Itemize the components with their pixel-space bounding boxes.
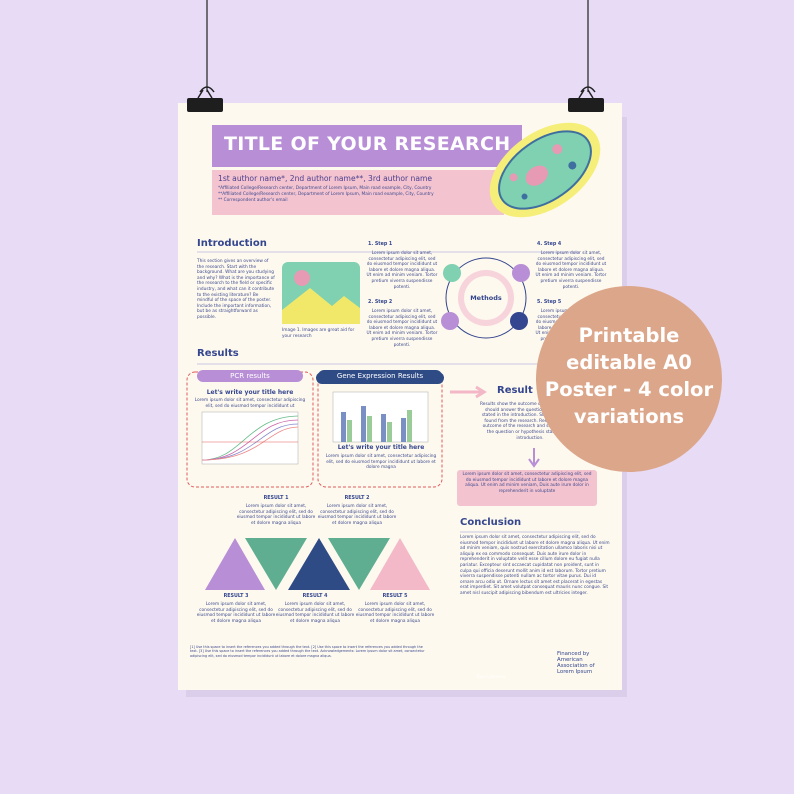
result-item-label: RESULT 3: [223, 594, 249, 599]
financed-by: Financed by American Association of Lore…: [557, 651, 595, 675]
step-text: Lorem ipsum dolor sit amet, consectetur …: [366, 251, 438, 290]
gene-frame: [317, 371, 443, 488]
triangle: [205, 538, 265, 590]
gene-pill: Gene Expression Results: [318, 370, 442, 382]
promo-badge: [536, 286, 722, 472]
section-heading: Introduction: [197, 238, 267, 249]
promo-text: Printable editable A0 Poster - 4 color v…: [536, 322, 722, 430]
poster-graphics: [187, 86, 604, 365]
affiliation: *Affiliated College/Research center, Dep…: [218, 186, 432, 191]
section-heading: Results: [197, 348, 239, 359]
step-label: 5. Step 5: [537, 300, 562, 305]
result-item-text: Lorem ipsum dolor sit amet, consectetur …: [317, 504, 397, 526]
result-text: Results show the outcome of the research…: [480, 402, 580, 441]
section-heading: Conclusion: [460, 517, 522, 528]
promo-line: variations: [573, 405, 685, 428]
triangle: [245, 538, 307, 590]
promo-line: Printable: [578, 324, 680, 347]
step-text: Lorem ipsum dolor sit amet, consectetur …: [366, 309, 438, 348]
intro-text: This section gives an overview of the re…: [197, 259, 275, 320]
binder-clip: [568, 86, 604, 112]
cell-illustration: [489, 122, 601, 218]
conclusion-text: Lorem ipsum dolor sit amet, consectetur …: [460, 535, 610, 596]
result-heading: Result: [497, 385, 533, 396]
pcr-plot: [201, 411, 299, 465]
triangle: [370, 538, 430, 590]
promo-line: Poster - 4 color: [544, 378, 714, 401]
image-caption: Image 1. Images are great aid for your r…: [282, 328, 355, 339]
triangle: [328, 538, 390, 590]
result-item-label: RESULT 5: [382, 594, 408, 599]
step-label: 1. Step 1: [368, 242, 393, 247]
result-item-text: Lorem ipsum dolor sit amet, consectetur …: [275, 602, 355, 624]
results-graphics: [186, 371, 597, 590]
poster-title: TITLE OF YOUR RESEARCH: [224, 133, 511, 155]
methods-label: Methods: [470, 294, 502, 302]
result-box: [457, 470, 597, 506]
pcr-text: Lorem ipsum dolor sit amet, consectetur …: [194, 398, 306, 409]
step-text: Lorem ipsum dolor sit amet, consectetur …: [535, 251, 607, 290]
title-banner: [212, 125, 522, 167]
arrow: [450, 385, 487, 399]
company-name: Your Company: [476, 674, 506, 679]
image-placeholder: [282, 262, 360, 324]
promo-line: editable A0: [566, 351, 692, 374]
arrow: [528, 448, 540, 468]
author-band: [212, 170, 504, 215]
result-item-text: Lorem ipsum dolor sit amet, consectetur …: [196, 602, 276, 624]
references: [1] Use this space to insert the referen…: [190, 645, 425, 658]
gene-subtitle: Let's write your title here: [337, 444, 425, 451]
result-item-label: RESULT 2: [344, 496, 370, 501]
binder-clip: [187, 86, 223, 112]
gene-text: Lorem ipsum dolor sit amet, consectetur …: [325, 454, 437, 471]
affiliation: **Affiliated College/Research center, De…: [218, 192, 434, 197]
triangle: [288, 538, 350, 590]
result-item-label: RESULT 4: [302, 594, 328, 599]
pcr-subtitle: Let's write your title here: [206, 389, 294, 396]
pcr-pill: PCR results: [197, 370, 303, 382]
result-item-label: RESULT 1: [263, 496, 289, 501]
step-label: 4. Step 4: [537, 242, 562, 247]
gene-plot: [332, 391, 429, 443]
methods-diagram: [441, 257, 530, 339]
step-label: 2. Step 2: [368, 300, 393, 305]
result-item-text: Lorem ipsum dolor sit amet, consectetur …: [355, 602, 435, 624]
result-item-text: Lorem ipsum dolor sit amet, consectetur …: [236, 504, 316, 526]
authors: 1st author name*, 2nd author name**, 3rd…: [218, 174, 433, 183]
result-box-text: Lorem ipsum dolor sit amet, consectetur …: [462, 472, 592, 494]
affiliation: ** Correspondent author's email: [218, 198, 288, 203]
